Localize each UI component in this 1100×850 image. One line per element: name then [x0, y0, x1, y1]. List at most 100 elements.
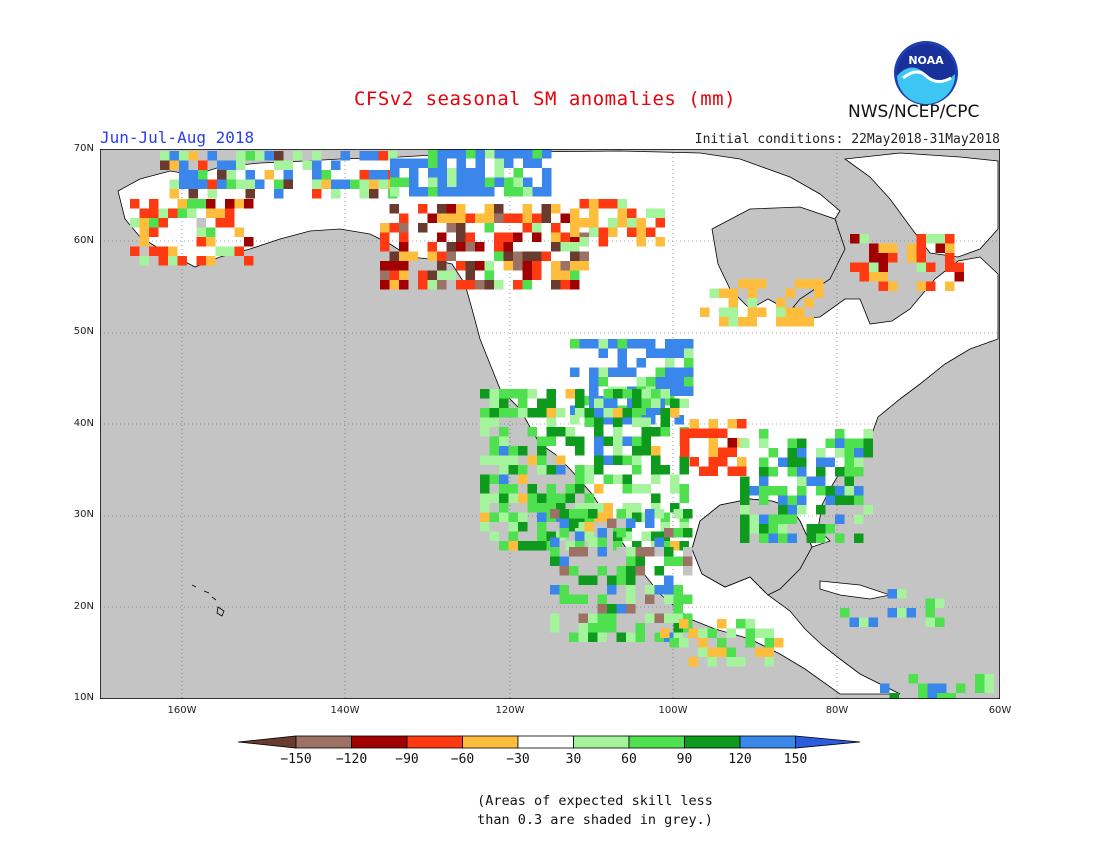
anomaly-cell	[727, 466, 737, 476]
anomaly-cell	[527, 484, 537, 494]
anomaly-cell	[679, 522, 689, 532]
anomaly-cell	[608, 396, 618, 406]
anomaly-cell	[660, 389, 670, 399]
anomaly-cell	[804, 279, 814, 289]
anomaly-cell	[816, 476, 826, 486]
anomaly-cell	[708, 447, 718, 457]
anomaly-cell	[437, 177, 447, 187]
anomaly-cell	[579, 251, 589, 261]
anomaly-cell	[699, 466, 709, 476]
anomaly-cell	[889, 693, 899, 699]
anomaly-cell	[626, 604, 636, 614]
anomaly-cell	[816, 486, 826, 496]
anomaly-cell	[418, 204, 428, 214]
anomaly-cell	[935, 234, 945, 244]
anomaly-cell	[844, 486, 854, 496]
anomaly-cell	[660, 628, 670, 638]
anomaly-cell	[226, 170, 236, 180]
anomaly-cell	[542, 177, 552, 187]
anomaly-cell	[551, 223, 561, 233]
anomaly-cell	[670, 398, 680, 408]
anomaly-cell	[869, 262, 879, 272]
anomaly-cell	[465, 270, 475, 280]
anomaly-cell	[456, 149, 466, 159]
anomaly-cell	[707, 657, 717, 667]
anomaly-cell	[588, 632, 598, 642]
anomaly-cell	[854, 495, 864, 505]
anomaly-cell	[380, 261, 390, 271]
anomaly-cell	[626, 585, 636, 595]
lon-label: 140W	[330, 705, 360, 716]
anomaly-cell	[740, 533, 750, 543]
anomaly-cell	[399, 261, 409, 271]
anomaly-cell	[859, 262, 869, 272]
anomaly-cell	[654, 585, 664, 595]
anomaly-cell	[749, 514, 759, 524]
anomaly-cell	[816, 533, 826, 543]
anomaly-cell	[688, 657, 698, 667]
anomaly-cell	[149, 218, 159, 228]
anomaly-cell	[622, 503, 632, 513]
anomaly-cell	[130, 199, 140, 209]
anomaly-cell	[537, 522, 547, 532]
anomaly-cell	[589, 199, 599, 209]
anomaly-cell	[683, 547, 693, 557]
anomaly-cell	[484, 261, 494, 271]
anomaly-cell	[537, 465, 547, 475]
anomaly-cell	[684, 358, 694, 368]
anomaly-cell	[759, 457, 769, 467]
anomaly-cell	[835, 448, 845, 458]
anomaly-cell	[673, 632, 683, 642]
anomaly-cell	[597, 566, 607, 576]
anomaly-cell	[446, 223, 456, 233]
anomaly-cell	[778, 533, 788, 543]
anomaly-cell	[446, 213, 456, 223]
anomaly-cell	[679, 455, 689, 465]
anomaly-cell	[518, 446, 528, 456]
anomaly-cell	[654, 537, 664, 547]
anomaly-cell	[489, 474, 499, 484]
anomaly-cell	[632, 417, 642, 427]
anomaly-cell	[518, 512, 528, 522]
colorbar-tick-label: 120	[728, 752, 752, 767]
anomaly-cell	[149, 199, 159, 209]
anomaly-cell	[655, 237, 665, 247]
anomaly-cell	[504, 149, 514, 159]
anomaly-cell	[603, 408, 613, 418]
anomaly-cell	[797, 438, 807, 448]
anomaly-cell	[503, 213, 513, 223]
anomaly-cell	[814, 279, 824, 289]
anomaly-cell	[559, 509, 569, 519]
anomaly-cell	[655, 208, 665, 218]
anomaly-cell	[494, 232, 504, 242]
anomaly-cell	[503, 242, 513, 252]
anomaly-cell	[139, 208, 149, 218]
anomaly-cell	[489, 512, 499, 522]
anomaly-cell	[584, 493, 594, 503]
anomaly-cell	[513, 149, 523, 159]
anomaly-cell	[664, 585, 674, 595]
anomaly-cell	[556, 455, 566, 465]
anomaly-cell	[613, 436, 623, 446]
anomaly-cell	[863, 505, 873, 515]
anomaly-cell	[456, 158, 466, 168]
anomaly-cell	[499, 436, 509, 446]
anomaly-cell	[340, 179, 350, 189]
anomaly-cell	[935, 598, 945, 608]
anomaly-cell	[888, 243, 898, 253]
anomaly-cell	[916, 243, 926, 253]
anomaly-cell	[522, 280, 532, 290]
anomaly-cell	[480, 408, 490, 418]
anomaly-cell	[546, 503, 556, 513]
colorbar-bin	[462, 735, 519, 749]
anomaly-cell	[755, 647, 765, 657]
anomaly-cell	[764, 657, 774, 667]
anomaly-cell	[613, 474, 623, 484]
anomaly-cell	[655, 377, 665, 387]
anomaly-cell	[188, 151, 198, 161]
anomaly-cell	[179, 151, 189, 161]
anomaly-cell	[537, 503, 547, 513]
anomaly-cell	[594, 465, 604, 475]
anomaly-cell	[646, 339, 656, 349]
anomaly-cell	[654, 547, 664, 557]
